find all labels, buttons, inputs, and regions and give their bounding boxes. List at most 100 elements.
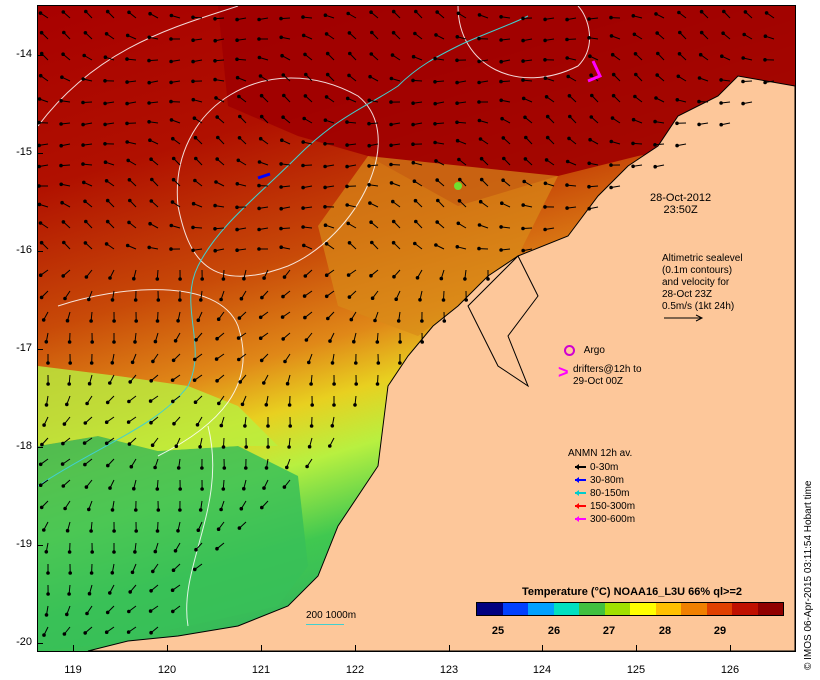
velocity-arrow-head [477, 59, 481, 64]
velocity-arrow-head [656, 51, 660, 56]
velocity-arrow-head [61, 10, 66, 14]
velocity-arrow-head [279, 206, 283, 211]
velocity-arrow-head [125, 121, 129, 126]
velocity-arrow-head [244, 466, 248, 470]
velocity-arrow-head [479, 156, 484, 161]
velocity-arrow-head [398, 340, 402, 344]
velocity-arrow-head [129, 464, 134, 469]
velocity-arrow-head [198, 445, 202, 449]
velocity-arrow-head [258, 315, 263, 320]
velocity-arrow-head [200, 487, 204, 491]
velocity-arrow-head [83, 199, 87, 204]
velocity-arrow-head [370, 30, 374, 35]
velocity-arrow-head [521, 96, 526, 101]
velocity-arrow-head [565, 206, 569, 210]
velocity-arrow-head [112, 550, 116, 554]
velocity-arrow-head [456, 11, 461, 16]
velocity-arrow-head [309, 382, 313, 386]
lat-tick-label: -20 [16, 636, 32, 648]
velocity-arrow-head [257, 247, 261, 251]
velocity-arrow-head [213, 203, 217, 208]
velocity-arrow-head [285, 465, 289, 470]
velocity-arrow-head [150, 443, 155, 448]
velocity-arrow-head [433, 80, 437, 84]
velocity-arrow-head [216, 317, 221, 322]
velocity-arrow-head [84, 9, 88, 14]
velocity-arrow-head [59, 99, 63, 103]
velocity-arrow-head [89, 529, 93, 533]
velocity-arrow-head [243, 424, 247, 428]
velocity-arrow-head [324, 273, 329, 278]
velocity-arrow-head [108, 486, 112, 490]
velocity-arrow-head [217, 401, 221, 406]
velocity-arrow-head [103, 160, 108, 164]
velocity-arrow-head [170, 200, 175, 204]
velocity-arrow-head [148, 609, 153, 613]
velocity-arrow-head [103, 101, 107, 106]
velocity-arrow-head [433, 122, 437, 126]
velocity-arrow-head [477, 100, 481, 104]
velocity-arrow-head [38, 184, 41, 188]
velocity-arrow-head [151, 359, 155, 364]
velocity-arrow-head [610, 52, 615, 57]
velocity-arrow-head [171, 136, 175, 141]
velocity-arrow-head [89, 571, 94, 575]
velocity-arrow-head [82, 180, 86, 185]
velocity-arrow-head [239, 296, 244, 301]
velocity-arrow-head [133, 298, 138, 302]
anmn-legend-item: 0-30m [573, 462, 618, 473]
velocity-arrow-head [128, 198, 132, 203]
velocity-arrow-head [565, 183, 569, 187]
colorbar-segment [579, 603, 605, 615]
timestamp-date: 28-Oct-2012 [650, 192, 712, 204]
colorbar-tick-label: 29 [713, 625, 727, 637]
velocity-arrow-head [323, 118, 328, 122]
velocity-arrow-head [464, 298, 469, 302]
velocity-arrow-head [59, 163, 63, 168]
velocity-arrow-head [477, 246, 481, 251]
altimetry-line: 0.5m/s (1kt 24h) [662, 301, 735, 312]
velocity-arrow-head [38, 221, 43, 225]
velocity-arrow-head [544, 158, 549, 162]
velocity-arrow-head [633, 94, 637, 99]
velocity-arrow-head [478, 137, 483, 141]
velocity-arrow-head [499, 248, 503, 252]
velocity-arrow-head [112, 529, 116, 533]
velocity-arrow-head [191, 201, 196, 206]
colorbar-segment [732, 603, 758, 615]
velocity-arrow-head [699, 30, 704, 35]
velocity-arrow-head [285, 381, 290, 386]
velocity-arrow-head [213, 17, 217, 21]
velocity-arrow-head [133, 550, 137, 554]
lon-tick [355, 645, 356, 651]
velocity-arrow-head [324, 242, 329, 246]
velocity-arrow-head [219, 423, 224, 428]
velocity-arrow-head [566, 74, 571, 79]
velocity-arrow-head [435, 178, 440, 182]
velocity-arrow-head [323, 223, 328, 227]
velocity-arrow-head [477, 36, 481, 41]
velocity-arrow-head [631, 164, 635, 169]
velocity-arrow-head [38, 120, 41, 125]
velocity-arrow-head [62, 240, 66, 245]
velocity-arrow-head [346, 221, 351, 226]
velocity-arrow-head [567, 94, 572, 98]
velocity-arrow-head [235, 57, 239, 62]
velocity-arrow-head [420, 340, 425, 344]
velocity-arrow-head [62, 422, 67, 426]
velocity-arrow-head [39, 30, 44, 35]
colorbar-segment [630, 603, 656, 615]
velocity-arrow-head [420, 319, 424, 323]
velocity-arrow-head [369, 273, 373, 278]
velocity-arrow-head [63, 506, 67, 511]
velocity-arrow-head [215, 546, 219, 551]
velocity-arrow-head [38, 11, 43, 15]
velocity-arrow-head [125, 140, 129, 144]
velocity-arrow-head [105, 610, 110, 615]
velocity-arrow-head [523, 115, 527, 120]
velocity-arrow-head [110, 361, 115, 365]
velocity-arrow-head [609, 139, 614, 144]
velocity-arrow-head [301, 33, 306, 38]
velocity-arrow-head [193, 400, 198, 405]
velocity-arrow-head [176, 466, 181, 470]
